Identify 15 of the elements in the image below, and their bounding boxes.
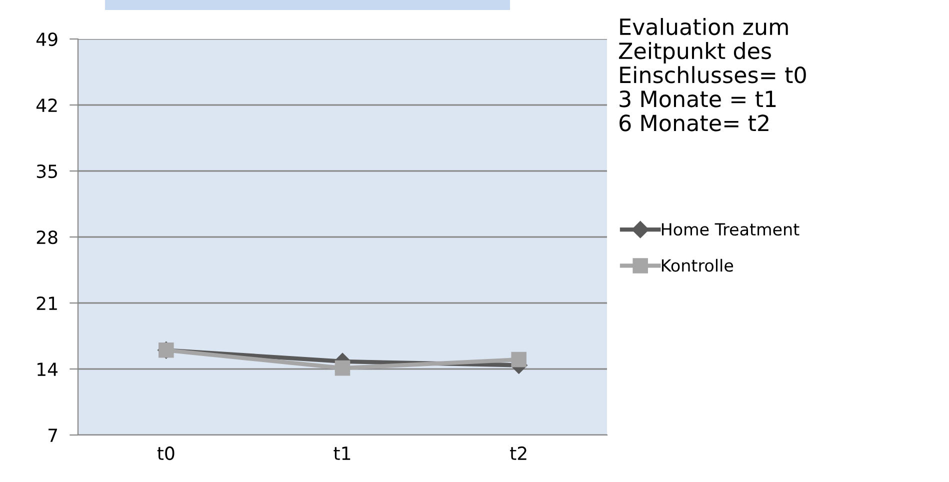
text: Evaluation zum Zeitpunkt des Einschlusses= t0 3 Monate = t1 6 Monate= t2 (619, 18, 806, 132)
y-tick-label: 49 (36, 32, 58, 46)
y-tick-label: 42 (36, 98, 57, 112)
y-tick-label: 21 (36, 296, 57, 310)
x-tick-label: t0 (157, 446, 174, 460)
point (511, 352, 526, 368)
y-tick-label: 7 (48, 428, 58, 442)
legend-label: Kontrolle (662, 258, 734, 272)
y-tick-label: 35 (36, 164, 57, 178)
y-tick-label: 14 (38, 362, 58, 376)
x-tick-label: t2 (510, 446, 526, 460)
y-tick-label: 28 (36, 230, 58, 244)
x-tick-label: t1 (334, 446, 350, 460)
point (334, 360, 350, 376)
legend-label: Home Treatment (662, 223, 800, 236)
